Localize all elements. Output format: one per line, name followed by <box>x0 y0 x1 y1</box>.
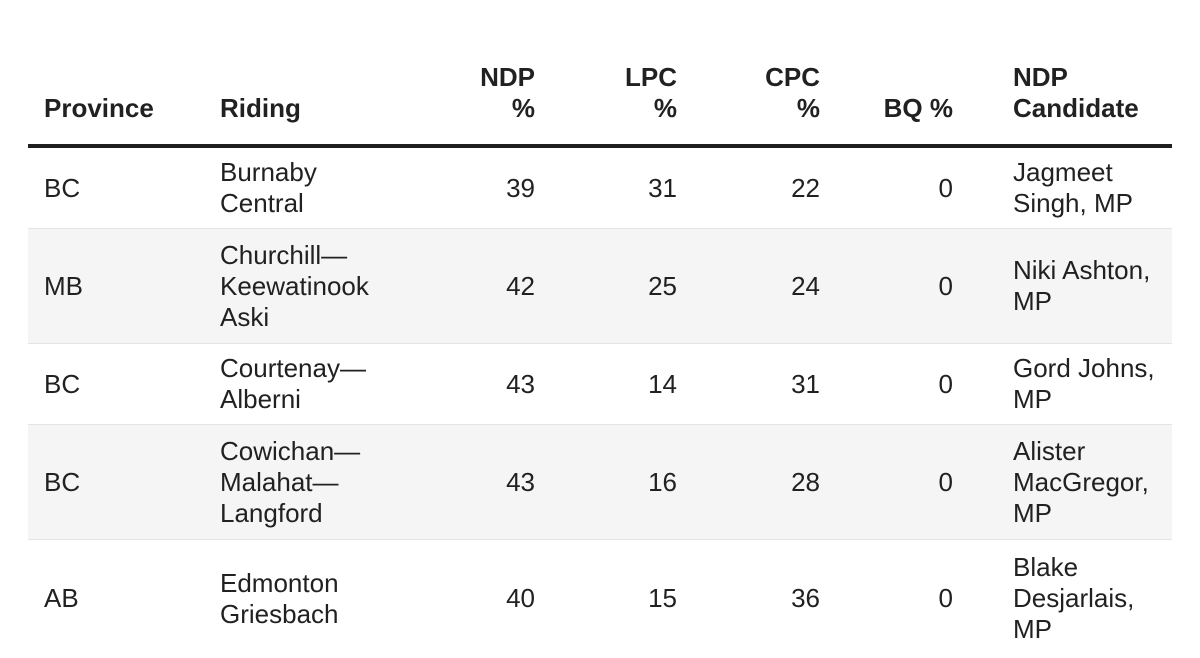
cell-lpc-pct: 25 <box>547 228 689 344</box>
column-header-ndp-candidate: NDP Candidate <box>965 0 1172 148</box>
table-row: BC Cowichan—Malahat—Langford 43 16 28 0 … <box>28 424 1172 540</box>
cell-bq-pct: 0 <box>832 228 965 344</box>
column-header-riding: Riding <box>204 0 420 148</box>
cell-ndp-pct: 43 <box>420 424 547 540</box>
table-row: BC Courtenay—Alberni 43 14 31 0 Gord Joh… <box>28 343 1172 425</box>
cell-ndp-candidate: Niki Ashton, MP <box>965 228 1172 344</box>
table-row: AB Edmonton Griesbach 40 15 36 0 Blake D… <box>28 539 1172 658</box>
column-header-cpc-pct: CPC % <box>689 0 832 148</box>
cell-ndp-pct: 42 <box>420 228 547 344</box>
cell-riding: Courtenay—Alberni <box>204 343 420 425</box>
cell-ndp-pct: 40 <box>420 539 547 658</box>
cell-riding: Burnaby Central <box>220 157 317 218</box>
table-row: MB Churchill—Keewatinook Aski 42 25 24 0… <box>28 228 1172 344</box>
cell-bq-pct: 0 <box>832 424 965 540</box>
cell-ndp-pct: 43 <box>420 343 547 425</box>
cell-ndp-candidate: Gord Johns, MP <box>965 343 1172 425</box>
cell-province: BC <box>28 424 204 540</box>
cell-riding: Cowichan—Malahat—Langford <box>204 424 420 540</box>
cell-bq-pct: 0 <box>832 343 965 425</box>
cell-province: BC <box>44 172 81 203</box>
polling-table-page: Province Riding NDP % LPC % CPC % BQ % N… <box>28 0 1172 658</box>
table-row: BC Burnaby Central 39 31 22 0 Jagmeet Si… <box>28 146 1172 229</box>
cell-bq-pct: 0 <box>938 172 953 203</box>
cell-lpc-pct: 14 <box>547 343 689 425</box>
cell-lpc-pct: 31 <box>648 172 677 203</box>
cell-riding: Edmonton Griesbach <box>204 539 420 658</box>
cell-cpc-pct: 22 <box>791 172 820 203</box>
cell-cpc-pct: 31 <box>689 343 832 425</box>
cell-cpc-pct: 36 <box>689 539 832 658</box>
column-header-bq-pct: BQ % <box>832 0 965 148</box>
column-header-ndp-pct: NDP % <box>420 0 547 148</box>
cell-province: AB <box>28 539 204 658</box>
cell-ndp-candidate: Jagmeet Singh, MP <box>1013 157 1133 218</box>
cell-ndp-candidate: Alister MacGregor, MP <box>965 424 1172 540</box>
cell-province: BC <box>28 343 204 425</box>
cell-cpc-pct: 28 <box>689 424 832 540</box>
cell-lpc-pct: 15 <box>547 539 689 658</box>
cell-lpc-pct: 16 <box>547 424 689 540</box>
cell-cpc-pct: 24 <box>689 228 832 344</box>
cell-riding: Churchill—Keewatinook Aski <box>204 228 420 344</box>
cell-bq-pct: 0 <box>832 539 965 658</box>
header-row: Province Riding NDP % LPC % CPC % BQ % N… <box>28 0 1172 148</box>
column-header-province: Province <box>28 0 204 148</box>
cell-ndp-candidate: Blake Desjarlais, MP <box>965 539 1172 658</box>
column-header-lpc-pct: LPC % <box>547 0 689 148</box>
cell-province: MB <box>28 228 204 344</box>
cell-ndp-pct: 39 <box>506 172 535 203</box>
riding-results-table: Province Riding NDP % LPC % CPC % BQ % N… <box>28 0 1172 658</box>
